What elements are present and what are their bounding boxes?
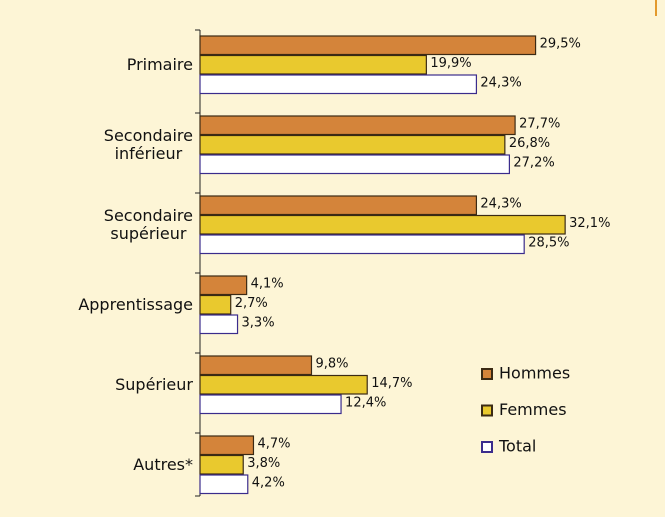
bar: [199, 74, 478, 95]
value-label: 27,7%: [519, 116, 560, 131]
value-label: 4,7%: [257, 436, 290, 451]
value-label: 24,3%: [480, 196, 521, 211]
legend-swatch: [481, 368, 493, 380]
bar: [199, 474, 249, 495]
category-label: Secondaire supérieur: [103, 206, 193, 244]
bar: [199, 374, 368, 395]
category-label: Autres*: [133, 455, 193, 475]
bar: [199, 454, 244, 475]
value-label: 4,1%: [251, 276, 284, 291]
value-label: 12,4%: [345, 395, 386, 410]
value-label: 27,2%: [513, 155, 554, 170]
bar: [199, 115, 516, 136]
bar: [199, 275, 248, 296]
category-label: Supérieur: [115, 375, 193, 395]
value-label: 2,7%: [235, 296, 268, 311]
value-label: 3,3%: [242, 315, 275, 330]
bar: [199, 314, 239, 335]
legend-label: Femmes: [499, 400, 567, 419]
bar: [199, 134, 506, 155]
legend-label: Hommes: [499, 364, 570, 383]
bar: [199, 195, 478, 216]
value-label: 26,8%: [509, 136, 550, 151]
value-label: 28,5%: [528, 235, 569, 250]
bar: [199, 234, 525, 255]
legend-label: Total: [498, 437, 536, 456]
bar: [199, 214, 566, 235]
category-label: Secondaire inférieur: [103, 126, 193, 164]
bar: [199, 355, 313, 376]
bar: [199, 54, 427, 75]
value-label: 24,3%: [480, 75, 521, 90]
legend-swatch: [481, 441, 493, 453]
bar: [199, 35, 537, 56]
category-label: Apprentissage: [78, 295, 193, 315]
category-label: Primaire: [126, 55, 193, 75]
value-label: 14,7%: [371, 376, 412, 391]
bar: [199, 294, 232, 315]
bar: [199, 154, 510, 175]
value-label: 9,8%: [315, 356, 348, 371]
value-label: 19,9%: [430, 56, 471, 71]
value-label: 3,8%: [247, 456, 280, 471]
value-label: 32,1%: [569, 216, 610, 231]
bar: [199, 435, 255, 456]
value-label: 29,5%: [540, 36, 581, 51]
value-label: 4,2%: [252, 475, 285, 490]
legend-swatch: [481, 404, 493, 417]
bar: [199, 394, 342, 415]
